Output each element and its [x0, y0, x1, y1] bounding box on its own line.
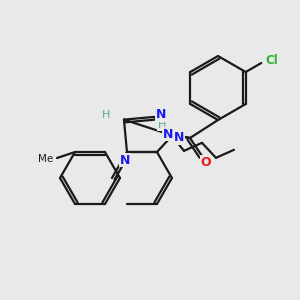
Text: Cl: Cl: [265, 55, 278, 68]
Text: N: N: [120, 154, 130, 166]
Text: N: N: [174, 131, 184, 144]
Text: H: H: [102, 110, 110, 120]
Text: N: N: [156, 108, 166, 122]
Text: Me: Me: [38, 154, 54, 164]
Text: H: H: [158, 120, 166, 130]
Text: N: N: [163, 128, 173, 140]
Text: O: O: [201, 155, 211, 169]
